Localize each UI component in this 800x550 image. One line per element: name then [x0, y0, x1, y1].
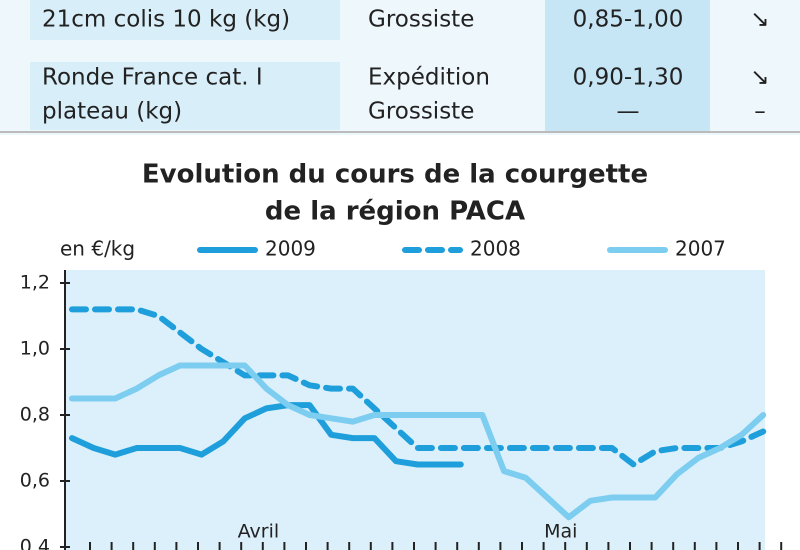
- y-tick-label: 1,0: [20, 338, 50, 360]
- chart-title: de la région PACA: [265, 197, 525, 227]
- line-series: [69, 362, 767, 521]
- price-column-bg: [545, 0, 710, 132]
- x-tick-label: Avril: [238, 521, 280, 543]
- table-cell: 0,90-1,30: [573, 65, 684, 91]
- table-cell: ↘: [750, 7, 769, 33]
- cell-bg: [30, 0, 340, 40]
- y-tick-label: 0,6: [20, 470, 50, 492]
- table-cell: 0,85-1,00: [573, 7, 684, 33]
- x-tick-label: Mai: [544, 521, 577, 543]
- y-tick-label: 1,2: [20, 272, 50, 294]
- y-tick-label: 0,4: [20, 536, 50, 550]
- table-cell: —: [617, 99, 640, 125]
- table-cell: 21cm colis 10 kg (kg): [42, 7, 290, 33]
- legend-label: 2007: [675, 237, 726, 261]
- cell-bg: [30, 62, 340, 130]
- legend-label: 2009: [265, 237, 316, 261]
- plot-area: [65, 270, 765, 550]
- line-series: [69, 306, 767, 468]
- y-tick-label: 0,8: [20, 404, 50, 426]
- y-axis-label: en €/kg: [60, 237, 135, 261]
- table-cell: Ronde France cat. I: [42, 65, 263, 91]
- chart-title: Evolution du cours de la courgette: [142, 160, 648, 190]
- gap: [0, 135, 800, 155]
- table-cell: ↘: [750, 65, 769, 91]
- table-cell: Expédition: [368, 65, 490, 91]
- table-cell: Grossiste: [368, 7, 474, 33]
- line-series: [69, 402, 464, 468]
- legend-label: 2008: [470, 237, 521, 261]
- table-cell: –: [754, 99, 766, 125]
- table-cell: plateau (kg): [42, 99, 182, 125]
- table-cell: Grossiste: [368, 99, 474, 125]
